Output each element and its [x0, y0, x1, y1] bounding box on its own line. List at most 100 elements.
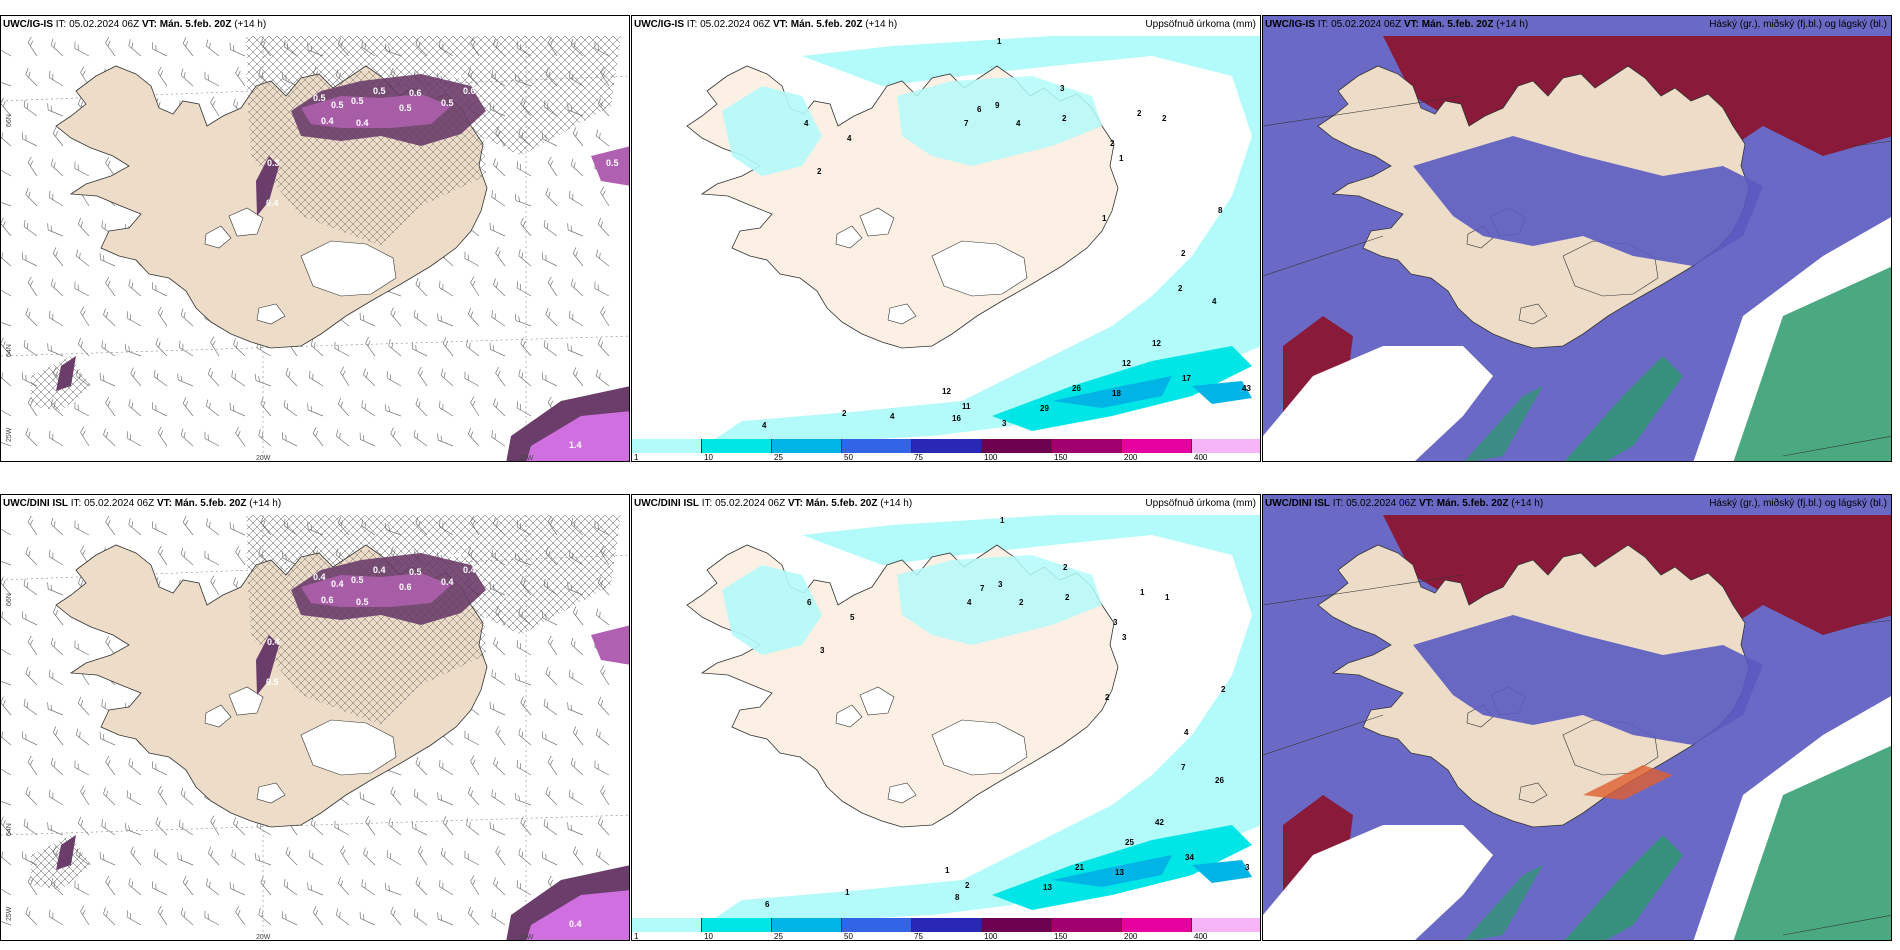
colorbar-swatch [1122, 439, 1192, 453]
wind-barb [359, 911, 376, 926]
precip-value-label: 6 [977, 105, 982, 114]
wind-barb [493, 278, 506, 297]
colorbar-swatch [982, 439, 1052, 453]
wind-barb [77, 816, 90, 836]
wind-barb [547, 755, 558, 776]
wind-barb [157, 905, 168, 926]
glacier [256, 782, 286, 804]
wind-barb [179, 340, 194, 357]
grid-line [1263, 95, 1464, 127]
wind-barb [50, 757, 64, 776]
colorbar-label: 25 [774, 932, 783, 941]
wind-barb [22, 252, 38, 267]
low-cloud [1464, 865, 1543, 940]
precip-value-label: 1 [945, 866, 950, 875]
icing-area [526, 890, 629, 940]
wind-barb [258, 429, 272, 447]
wind-barb [105, 875, 116, 896]
glacier [835, 704, 863, 728]
precip-value-label: 2 [1062, 114, 1067, 123]
wind-barb [439, 280, 454, 297]
icing-value-label: 0.4 [441, 577, 454, 587]
wind-barb [567, 343, 584, 357]
low-cloud [1733, 745, 1891, 940]
wind-barb [596, 249, 610, 267]
low-cloud [1564, 356, 1683, 461]
wind-barb [128, 39, 142, 57]
grid-label-lon_left: 25W [6, 427, 13, 442]
precip-value-label: 7 [964, 119, 969, 128]
wind-barb [74, 401, 90, 417]
wind-barb [182, 876, 194, 896]
wind-barb [23, 578, 38, 596]
precip-value-label: 13 [1043, 883, 1052, 892]
icing-value-label: 0.5 [441, 98, 454, 108]
wind-barb [388, 339, 402, 357]
wind-barb [1, 731, 12, 746]
wind-barb [77, 696, 90, 716]
colorbar-label: 150 [1054, 932, 1068, 941]
wind-barb [489, 821, 506, 836]
wind-barb [542, 252, 558, 267]
wind-barb [52, 247, 64, 267]
wind-barb [413, 309, 428, 327]
wind-barb [384, 882, 402, 896]
precip-value-label: 2 [1221, 685, 1226, 694]
wind-barb [569, 310, 584, 327]
precip-value-label: 4 [762, 421, 767, 430]
precip-value-label: 2 [1181, 249, 1186, 258]
precip-value-label: 2 [842, 409, 847, 418]
wind-barb [442, 816, 454, 836]
wind-barb [105, 156, 116, 177]
precip-value-label: 2 [1137, 109, 1142, 118]
wind-barb [1, 320, 12, 327]
wind-barb [233, 817, 246, 836]
mid-cloud [1413, 136, 1763, 266]
wind-barb [464, 850, 480, 866]
wind-barb [1, 440, 12, 447]
precip-value-label: 5 [850, 613, 855, 622]
colorbar-label: 10 [704, 453, 713, 462]
precip-area [712, 515, 1260, 925]
precip-panel-top: UWC/IG-IS IT: 05.02.2024 06Z VT: Mán. 5.… [631, 15, 1261, 462]
wind-barb [569, 190, 584, 207]
wind-barb [157, 426, 168, 447]
wind-barb [105, 276, 116, 297]
precip-value-label: 1 [1165, 593, 1170, 602]
wind-barb [572, 606, 584, 626]
icing-value-label: 0.5 [373, 86, 386, 96]
precip-value-label: 4 [1016, 119, 1021, 128]
wind-barb [124, 822, 142, 836]
precip-value-label: 1 [845, 888, 850, 897]
wind-barb [283, 878, 298, 896]
wind-barb [206, 878, 220, 896]
wind-barb [260, 876, 272, 896]
colorbar-label: 50 [844, 932, 853, 941]
wind-barb [493, 398, 506, 417]
wind-barb [25, 68, 38, 87]
wind-barb [491, 190, 506, 207]
wind-barb [283, 399, 298, 417]
wind-barb [516, 880, 532, 896]
wind-barb [464, 371, 480, 387]
cloud-panel-bottom: UWC/DINI ISL IT: 05.02.2024 06Z VT: Mán.… [1262, 494, 1892, 941]
precip-value-label: 4 [804, 119, 809, 128]
mid-cloud [1413, 615, 1763, 745]
precip-value-label: 6 [765, 900, 770, 909]
glacier [859, 207, 895, 237]
grid-label-lon_right: 15W [519, 455, 534, 462]
wind-barb [1, 576, 12, 596]
wind-barb [520, 217, 532, 237]
colorbar-swatch [772, 918, 842, 932]
colorbar-label: 100 [984, 453, 998, 462]
wind-barb [101, 819, 116, 836]
wind-barb [493, 757, 506, 776]
wind-barb [390, 906, 402, 926]
wind-barb [23, 99, 38, 117]
wind-barb [210, 96, 220, 117]
precip-units-title: Uppsöfnuð úrkoma (mm) [1145, 498, 1256, 509]
wind-barb [415, 278, 428, 297]
wind-barb [570, 278, 584, 297]
wind-barb [235, 66, 246, 87]
